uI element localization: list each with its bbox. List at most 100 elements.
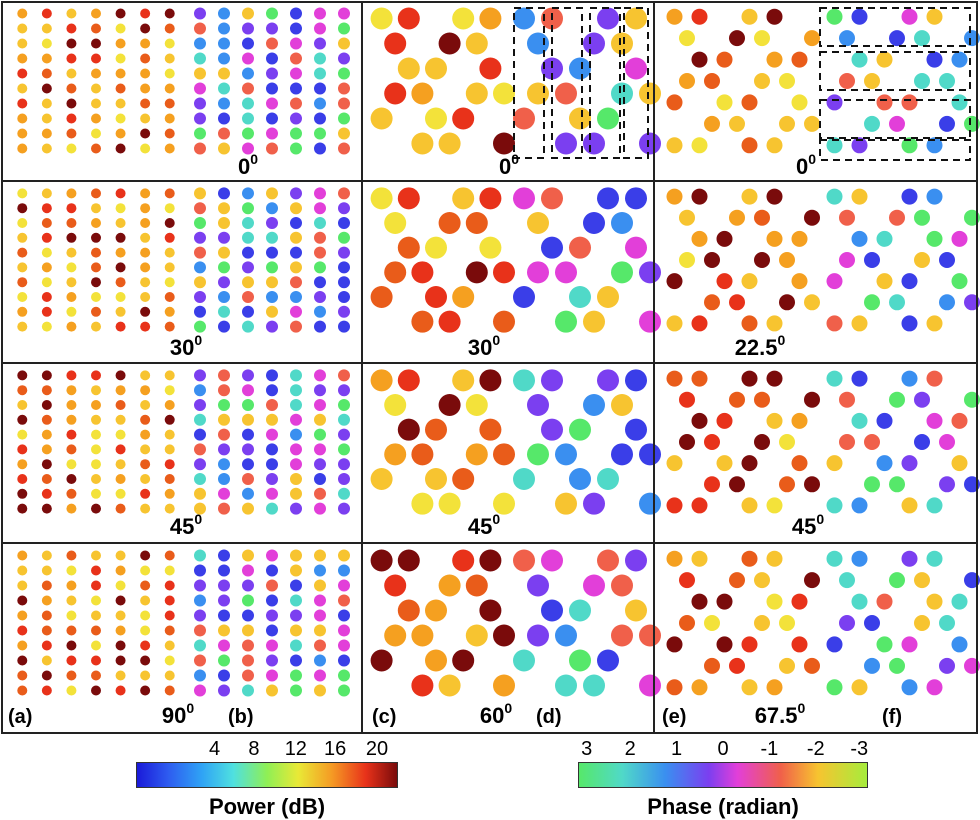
field-disk (338, 217, 350, 229)
field-disk (779, 434, 795, 450)
field-disk (527, 261, 549, 284)
field-disk (164, 232, 175, 243)
field-disk (397, 549, 420, 572)
field-disk (666, 497, 683, 514)
field-disk (370, 187, 393, 210)
field-disk (140, 610, 151, 621)
field-disk (314, 231, 326, 244)
field-disk (791, 51, 808, 68)
field-disk (242, 127, 254, 140)
field-disk (140, 247, 151, 258)
field-disk (66, 625, 77, 636)
panel-letter-a: (a) (8, 706, 32, 728)
field-disk (242, 22, 254, 35)
field-disk (266, 52, 278, 65)
field-disk (91, 580, 101, 591)
field-disk (425, 57, 447, 80)
field-disk (397, 57, 420, 80)
phase-tick: -1 (760, 738, 779, 760)
field-disk (779, 294, 795, 311)
field-disk (290, 217, 302, 229)
field-disk (864, 294, 880, 311)
field-disk (901, 636, 918, 653)
field-disk (66, 128, 77, 139)
field-disk (91, 640, 101, 651)
field-disk (583, 574, 605, 597)
power-tick: 16 (323, 738, 347, 760)
field-disk (41, 685, 52, 696)
field-disk (826, 188, 843, 205)
field-disk (66, 400, 77, 410)
field-disk (140, 595, 151, 606)
field-disk (741, 370, 758, 387)
field-disk (839, 252, 855, 268)
field-disk (194, 549, 206, 562)
field-disk (926, 497, 943, 514)
field-disk (864, 115, 880, 132)
power-tick: 12 (284, 738, 307, 760)
field-disk (479, 549, 502, 572)
field-disk (140, 474, 151, 484)
field-disk (766, 679, 783, 696)
field-disk (242, 624, 254, 637)
panel-letter-e: (e) (662, 706, 686, 728)
field-disk (17, 670, 28, 681)
field-disk (115, 459, 126, 470)
field-disk (266, 502, 278, 515)
field-disk (164, 444, 175, 455)
field-disk (115, 488, 126, 499)
field-disk (338, 579, 350, 592)
field-disk (438, 32, 461, 55)
field-disk (513, 187, 535, 210)
field-disk (625, 549, 647, 572)
field-disk (66, 98, 77, 109)
field-disk (452, 649, 475, 672)
field-disk (889, 115, 905, 132)
field-disk (140, 414, 151, 425)
field-disk (914, 73, 930, 89)
field-disk (804, 391, 820, 408)
field-disk (716, 94, 733, 111)
field-disk (926, 315, 943, 332)
field-disk (370, 549, 393, 572)
field-disk (465, 32, 488, 55)
field-disk (66, 23, 77, 34)
field-disk (611, 443, 633, 466)
field-disk (901, 273, 918, 290)
field-disk (679, 615, 695, 631)
field-disk (691, 550, 708, 567)
field-disk (493, 624, 515, 647)
field-disk (314, 564, 326, 577)
panel-letter-b: (b) (228, 706, 254, 728)
field-disk (914, 252, 930, 268)
field-disk (370, 7, 393, 30)
field-disk (901, 188, 918, 205)
field-disk (583, 132, 605, 155)
field-disk (679, 572, 695, 589)
field-disk (91, 685, 101, 696)
field-disk (754, 572, 770, 589)
dashed-column-box (513, 7, 545, 159)
field-disk (66, 68, 77, 79)
field-disk (639, 443, 661, 466)
field-disk (91, 262, 101, 273)
angle-label-e2: 22.50 (735, 332, 786, 360)
field-disk (290, 669, 302, 682)
field-disk (194, 246, 206, 259)
field-disk (555, 261, 577, 284)
field-disk (338, 320, 350, 333)
field-disk (17, 503, 28, 514)
field-disk (926, 550, 943, 567)
field-disk (266, 142, 278, 155)
field-disk (115, 503, 126, 514)
field-disk (266, 276, 278, 289)
field-disk (17, 203, 28, 214)
field-disk (889, 476, 905, 493)
field-disk (242, 384, 254, 397)
field-disk (66, 385, 77, 396)
field-disk (91, 188, 101, 199)
field-disk (218, 217, 230, 229)
field-disk (41, 503, 52, 514)
field-disk (876, 230, 893, 247)
field-disk (479, 369, 502, 392)
